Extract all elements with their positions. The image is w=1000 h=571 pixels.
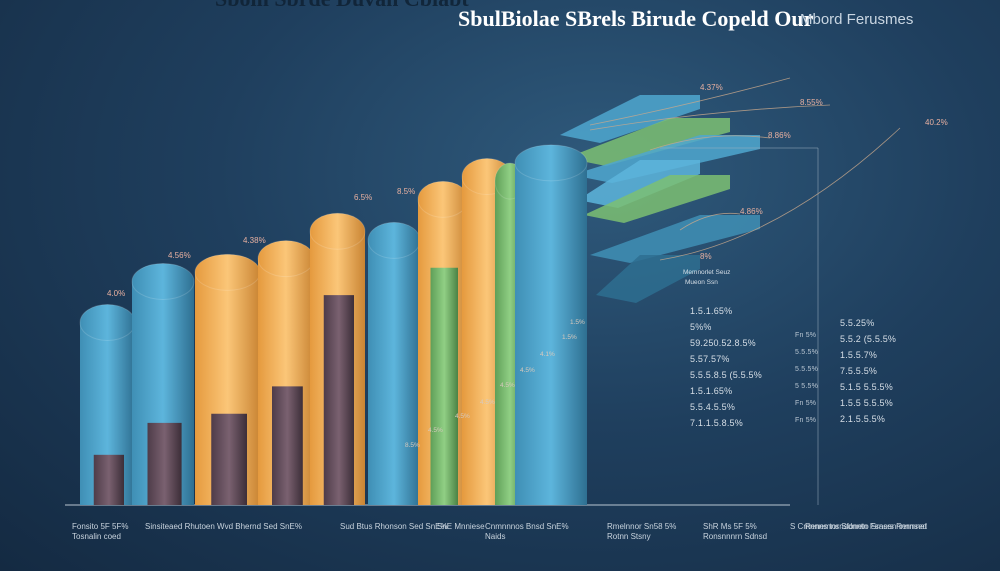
step-label: 1.5% [562,334,577,341]
x-tick-label: Fonsito 5F 5F% Tosnalin coed [72,522,129,541]
bar-inner-column [93,454,124,505]
bar-value-label: 4.86% [740,207,763,216]
bar-cap [417,180,469,218]
bar-value-label: 8.55% [800,98,823,107]
stat-value: 5.5.25% [840,318,875,328]
bar-cylinder [368,240,420,505]
step-label: 4.5% [520,367,535,374]
bar-cap [309,212,366,250]
step-label: 1.5% [570,319,585,326]
stat-value: 59.250.52.8.5% [690,338,756,348]
stat-value: 1.5.1.65% [690,386,733,396]
annotation-leader [649,135,771,151]
x-tick-label: Sinsiteaed Rhutoen Wvd Bhernd Sed SnE% [145,522,302,531]
bar-cap [257,240,315,278]
stream-ribbon [584,175,730,223]
bar-cylinder [515,162,587,505]
step-label: 4.1% [540,351,555,358]
bar-cap [79,304,136,341]
bar-value-label: 6.5% [354,193,372,202]
bar-value-label: 8.5% [397,187,415,196]
bar-cap [194,253,261,291]
stat-value: 5.1.5 5.5.5% [840,382,893,392]
stream-ribbon [578,160,700,208]
stat-value: 5.5.4.5.5% [690,402,736,412]
bar-cap [367,221,421,259]
chart-subtitle: Mbord Ferusmes [800,11,914,28]
stat-value: 5 5.5% [795,383,818,390]
annotation-text: Mueon Ssn [685,279,718,286]
bar-inner-column [272,386,303,505]
stream-ribbon [560,95,700,143]
chart-title: SbulBiolae SBrels Birude Copeld Our [458,6,814,31]
annotation-text: Memnorlet Seuz [683,269,730,276]
bar-value-label: 4.38% [243,236,266,245]
step-label: 4.5% [428,427,443,434]
stream-ribbon [572,135,760,183]
bar-inner-column [430,267,458,505]
stat-value: 1.5.5.7% [840,350,878,360]
stream-ribbon [566,118,730,166]
annotation-leader [589,77,791,126]
stat-value: Fn 5% [795,400,817,407]
step-label: 4.5% [500,382,515,389]
stat-value: Fn 5% [795,417,817,424]
bar-cap [131,262,195,300]
stream-ribbon [596,255,700,303]
x-tick-label: Renemnsnsdnntn Fsnsrs Rermnet [805,522,927,531]
bar-inner-column [323,295,354,505]
stat-value: 5%% [690,322,712,332]
step-label: 4.5% [455,413,470,420]
bar-value-label: 4.0% [107,289,125,298]
x-tick-label: ShR Ms 5F 5% Ronsnnnrn Sdnsd [703,522,768,541]
annotation-leader [589,104,831,131]
stat-value: 7.5.5.5% [840,366,878,376]
stat-value: 1.5.5 5.5.5% [840,398,893,408]
bar-value-label: 8% [700,252,712,261]
stat-value: Fn 5% [795,332,817,339]
ghost-title: Sboln Sbrde Duvan Cbiabt [215,0,469,12]
stat-value: 5.57.57% [690,354,730,364]
stat-value: 5.5.2 (5.5.5% [840,334,897,344]
bar-value-label: 40.2% [925,118,948,127]
stat-value: 2.1.5.5.5% [840,414,886,424]
stat-value: 5.5.5.8.5 (5.5.5% [690,370,762,380]
step-label: 8.5% [405,442,420,449]
bar-cap [514,144,588,182]
step-label: 4.5% [480,399,495,406]
stat-value: 7.1.1.5.8.5% [690,418,743,428]
stat-value: 5.5.5% [795,349,818,356]
bar-value-label: 4.37% [700,83,723,92]
stream-ribbon [590,215,760,263]
x-tick-label: Rmelnnor Sn58 5% Rotnn Stsny [607,522,677,541]
annotation-leader [659,127,901,261]
x-tick-label: Cnmnnnos Bnsd SnE% Naids [485,522,569,541]
bar-inner-column [211,413,247,505]
x-tick-label: SnE Mnniese [437,522,485,531]
annotation-leader [679,213,741,231]
bar-value-label: 4.56% [168,251,191,260]
stat-value: 5.5.5% [795,366,818,373]
bar-inner-column [147,422,182,505]
stat-value: 1.5.1.65% [690,306,733,316]
x-tick-label: Sud Btus Rhonson Sed SnE% [340,522,448,531]
bar-value-label: 8.86% [768,131,791,140]
x-tick-label: S Cmnnns tor Sfoneto Sraesnnnnnsed [790,522,927,531]
